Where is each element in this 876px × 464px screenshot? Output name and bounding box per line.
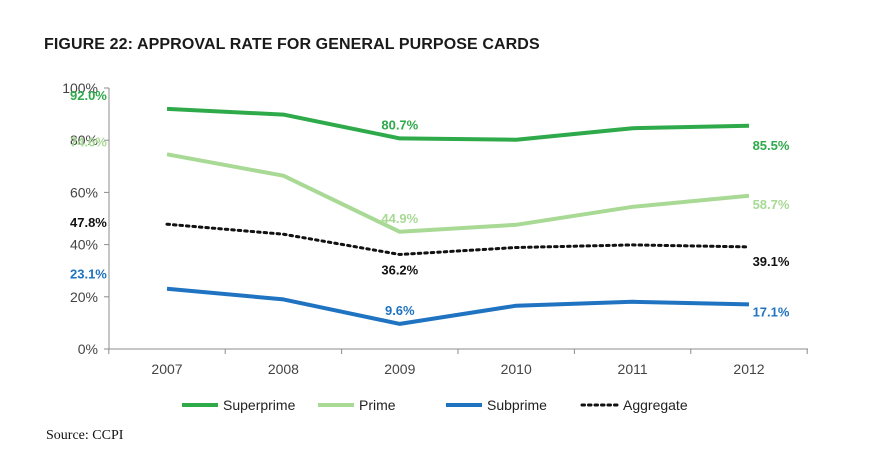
data-label-aggregate: 39.1%	[753, 254, 790, 269]
y-tick-label: 20%	[70, 289, 98, 305]
chart-legend: Superprime Prime Subprime Aggregate	[182, 397, 688, 413]
source-note: Source: CCPI	[46, 428, 124, 443]
y-tick-label: 0%	[78, 341, 98, 357]
data-labels: 92.0% 80.7% 85.5% 74.6% 44.9% 58.7% 23.1% 9.6% 1…	[70, 88, 790, 319]
y-tick-label: 80%	[70, 132, 98, 148]
series-line-aggregate	[165, 222, 751, 256]
chart-title: FIGURE 22: APPROVAL RATE FOR GENERAL PUR…	[44, 36, 540, 53]
y-tick-label: 100%	[62, 80, 98, 96]
y-tick-label: 40%	[70, 237, 98, 253]
series-line-superprime	[166, 106, 750, 142]
legend-label-aggregate: Aggregate	[623, 397, 688, 413]
data-label-subprime: 17.1%	[753, 304, 790, 319]
legend-label-prime: Prime	[359, 397, 396, 413]
data-label-prime: 44.9%	[381, 211, 418, 226]
data-label-subprime: 23.1%	[70, 267, 107, 282]
x-tick-label: 2010	[501, 361, 532, 377]
x-tick-label: 2011	[618, 361, 648, 377]
data-label-aggregate: 36.2%	[381, 263, 418, 278]
data-label-superprime: 92.0%	[70, 88, 107, 103]
series-lines	[165, 106, 751, 326]
x-tick-label: 2009	[384, 361, 415, 377]
legend-label-subprime: Subprime	[487, 397, 547, 413]
data-label-prime: 74.6%	[70, 134, 107, 149]
x-tick-label: 2007	[151, 361, 182, 377]
data-label-superprime: 80.7%	[381, 117, 418, 132]
x-tick-label: 2008	[268, 361, 299, 377]
data-label-aggregate: 47.8%	[70, 215, 107, 230]
data-label-prime: 58.7%	[753, 197, 790, 212]
chart-axes: 0% 20% 40% 60% 80% 100% 2007 2008 2009 2010 2011 20…	[62, 80, 808, 377]
y-tick-label: 60%	[70, 184, 98, 200]
legend-label-superprime: Superprime	[223, 397, 296, 413]
series-line-subprime	[166, 286, 750, 326]
x-tick-label: 2012	[733, 361, 764, 377]
data-label-subprime: 9.6%	[385, 303, 415, 318]
data-label-superprime: 85.5%	[753, 138, 790, 153]
series-line-prime	[166, 152, 750, 234]
